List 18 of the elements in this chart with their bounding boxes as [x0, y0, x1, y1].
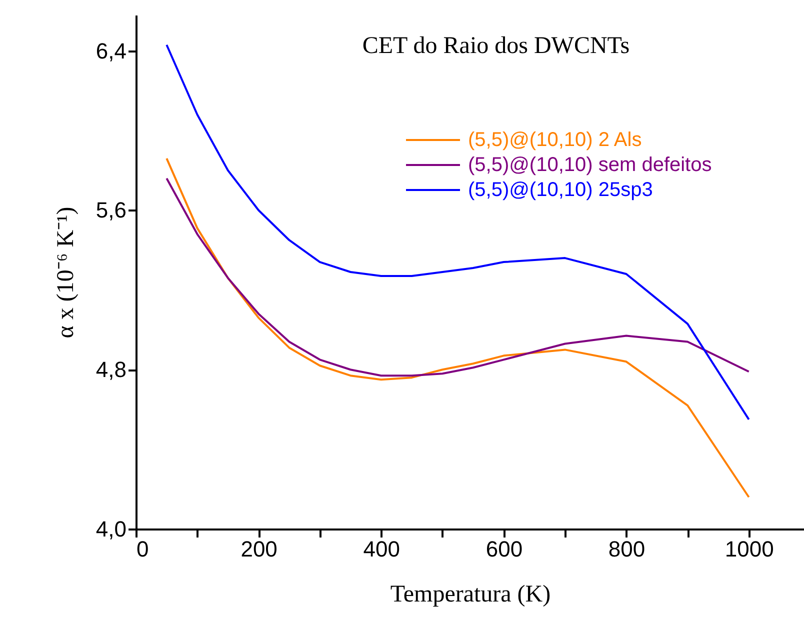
x-tick-label: 1000 — [724, 536, 774, 562]
text: CET do Raio dos DWCNTs — [362, 33, 630, 59]
x-tick-label: 600 — [486, 536, 523, 562]
y-tick-label: 5,6 — [96, 198, 126, 223]
y-tick-label: 4,8 — [96, 357, 126, 382]
line-series — [166, 157, 750, 498]
legend-label: (5,5)@(10,10) 2 Als — [468, 129, 642, 151]
x-tick-label: 800 — [608, 536, 646, 562]
x-tick-label: 0 — [136, 536, 149, 562]
x-tick-label: 400 — [363, 536, 400, 562]
line-series — [166, 177, 750, 377]
legend-label: (5,5)@(10,10) sem defeitos — [468, 154, 712, 176]
y-tick-label: 4,0 — [96, 516, 126, 542]
x-tick-label: 200 — [240, 536, 278, 562]
y-tick-label: 6,4 — [96, 38, 126, 64]
y-axis-title: α x (10⁻⁶ K⁻¹) — [52, 206, 79, 338]
x-axis-title: Temperatura (K) — [390, 582, 551, 608]
legend-label: (5,5)@(10,10) 25sp3 — [468, 179, 653, 201]
